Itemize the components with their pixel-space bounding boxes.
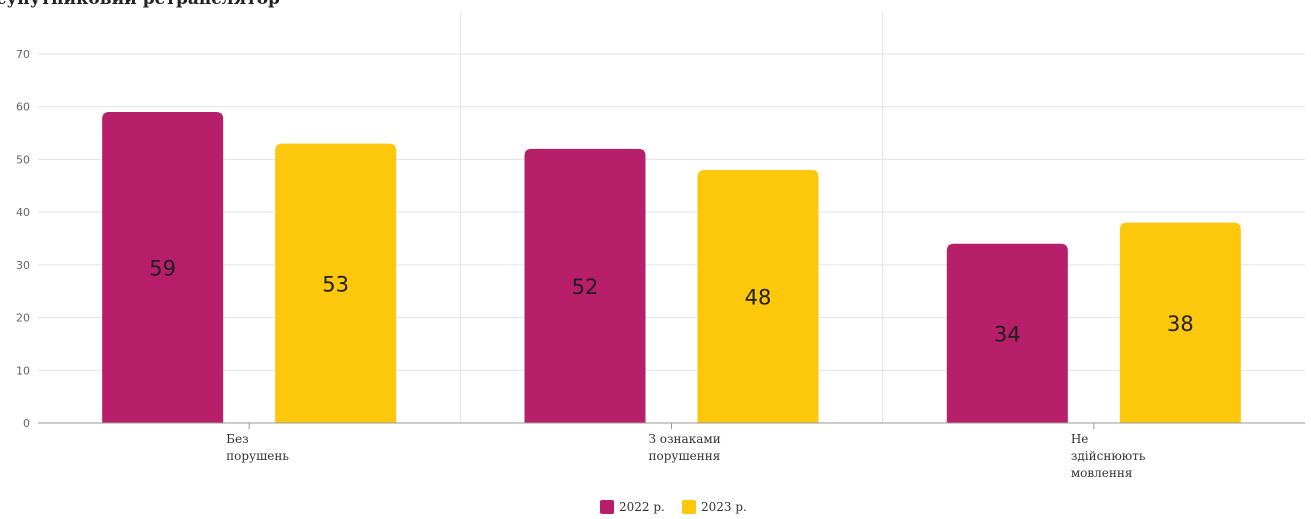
y-tick-label: 0 xyxy=(23,417,30,430)
bar-series-2-cat-2[interactable] xyxy=(697,169,819,423)
y-tick-label: 10 xyxy=(16,364,30,377)
x-tick-label-line: порушень xyxy=(226,449,289,463)
y-tick-label: 60 xyxy=(16,101,30,114)
x-axis: Без порушень З ознаками порушення Не здійснюю… xyxy=(38,422,1305,480)
bar-series-1-cat-3[interactable] xyxy=(946,243,1068,423)
legend-item-1[interactable]: 2022 р. xyxy=(600,500,665,514)
bar-value-label: 59 xyxy=(149,256,176,280)
bar-value-label: 52 xyxy=(572,275,599,299)
legend-item-2[interactable]: 2023 р. xyxy=(682,500,747,514)
bar-series-2-cat-3[interactable] xyxy=(1119,222,1241,423)
legend[interactable]: 2022 р. 2023 р. xyxy=(600,500,747,514)
legend-swatch xyxy=(600,500,614,514)
x-tick-label-line: здійснюють xyxy=(1071,449,1146,463)
bar-value-label: 53 xyxy=(322,272,349,296)
x-tick-label-line: порушення xyxy=(649,449,721,463)
x-tick-label: Не здійснюють мовлення xyxy=(1071,432,1146,480)
bar-value-label: 48 xyxy=(745,285,772,309)
bar-value-label: 38 xyxy=(1167,312,1194,336)
x-tick-label-line: Без xyxy=(226,432,248,446)
legend-swatch xyxy=(682,500,696,514)
y-tick-label: 20 xyxy=(16,312,30,325)
x-tick-label: Без порушень xyxy=(226,432,289,463)
y-tick-label: 70 xyxy=(16,48,30,61)
legend-label: 2022 р. xyxy=(619,500,665,514)
y-tick-label: 40 xyxy=(16,206,30,219)
bar-series-2-cat-1[interactable] xyxy=(275,143,397,423)
bars: 59 53 52 48 34 38 xyxy=(102,111,1241,423)
bar-series-1-cat-1[interactable] xyxy=(102,111,224,423)
legend-label: 2023 р. xyxy=(701,500,747,514)
x-tick-label-line: Не xyxy=(1071,432,1089,446)
bar-series-1-cat-2[interactable] xyxy=(524,148,646,423)
y-tick-label: 50 xyxy=(16,153,30,166)
x-tick-label-line: мовлення xyxy=(1071,466,1133,480)
x-tick-label: З ознаками порушення xyxy=(649,432,721,463)
chart-title: супутниковий ретранслятор xyxy=(0,0,280,9)
x-tick-label-line: З ознаками xyxy=(649,432,721,446)
gridlines xyxy=(38,12,1305,423)
y-axis: 0 10 20 30 40 50 60 70 xyxy=(16,48,30,430)
y-tick-label: 30 xyxy=(16,259,30,272)
bar-value-label: 34 xyxy=(994,322,1021,346)
